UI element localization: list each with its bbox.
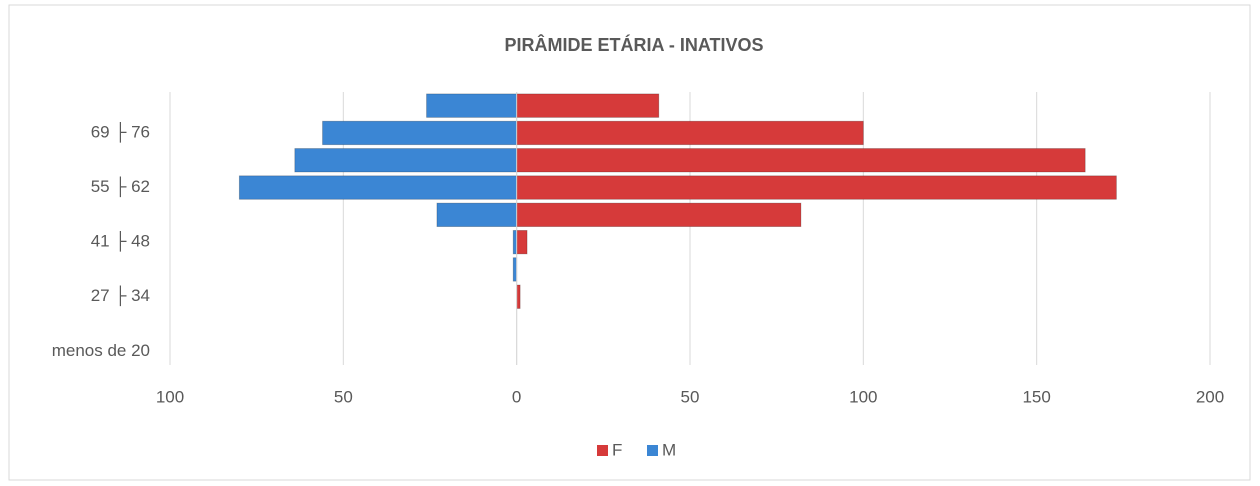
bar	[436, 202, 518, 227]
y-tick-label: 41 ├ 48	[91, 231, 150, 253]
chart-border	[8, 4, 1251, 481]
bar	[516, 93, 660, 118]
bar	[516, 175, 1117, 200]
x-tick-label: 100	[156, 387, 184, 406]
x-tick-label: 150	[1022, 387, 1050, 406]
chart-title: PIRÂMIDE ETÁRIA - INATIVOS	[504, 34, 763, 55]
x-tick-label: 0	[512, 387, 521, 406]
bar	[516, 230, 528, 255]
bar	[516, 148, 1086, 173]
bar	[322, 120, 518, 146]
bar	[294, 148, 518, 173]
x-tick-label: 50	[334, 387, 353, 406]
y-tick-label: 55 ├ 62	[91, 176, 150, 198]
bar	[516, 202, 802, 227]
legend-swatch	[647, 445, 658, 456]
legend-swatch	[597, 445, 608, 456]
bar	[512, 257, 518, 282]
x-tick-label: 200	[1196, 387, 1224, 406]
x-tick-label: 100	[849, 387, 877, 406]
bar	[512, 230, 518, 255]
bar	[426, 93, 518, 118]
legend-label: F	[612, 440, 622, 459]
bar	[516, 284, 521, 309]
y-tick-label: 69 ├ 76	[91, 121, 150, 143]
bar	[516, 120, 864, 146]
y-tick-label: 27 ├ 34	[91, 285, 150, 307]
x-tick-label: 50	[681, 387, 700, 406]
y-tick-label: menos de 20	[52, 341, 150, 360]
bar	[238, 175, 518, 200]
legend-label: M	[662, 440, 676, 459]
